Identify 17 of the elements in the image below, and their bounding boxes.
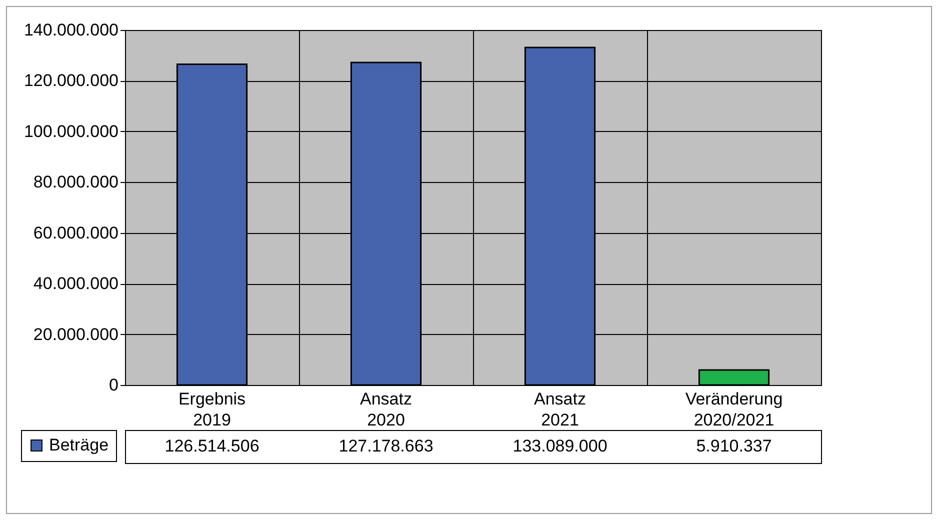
x-tick-label: Ansatz 2020	[360, 390, 412, 430]
data-label: 133.089.000	[512, 436, 608, 456]
x-tick-label: Ansatz 2021	[534, 390, 586, 430]
x-tick-label: Veränderung 2020/2021	[685, 390, 783, 430]
y-tick-label: 80.000.000	[33, 172, 118, 192]
legend-label: Beträge	[49, 436, 109, 454]
x-tick-label: Ergebnis 2019	[178, 390, 246, 430]
data-label: 126.514.506	[164, 436, 260, 456]
data-label: 127.178.663	[338, 436, 434, 456]
y-tick-label: 100.000.000	[24, 122, 118, 141]
y-tick-label: 60.000.000	[33, 223, 118, 242]
y-tick-label: 20.000.000	[33, 324, 118, 344]
y-tick-label: 140.000.000	[24, 20, 118, 40]
y-tick-label: 120.000.000	[24, 71, 118, 90]
data-label: 5.910.337	[696, 436, 772, 456]
y-tick-label: 40.000.000	[33, 274, 118, 294]
y-tick-label: 0	[109, 376, 118, 394]
